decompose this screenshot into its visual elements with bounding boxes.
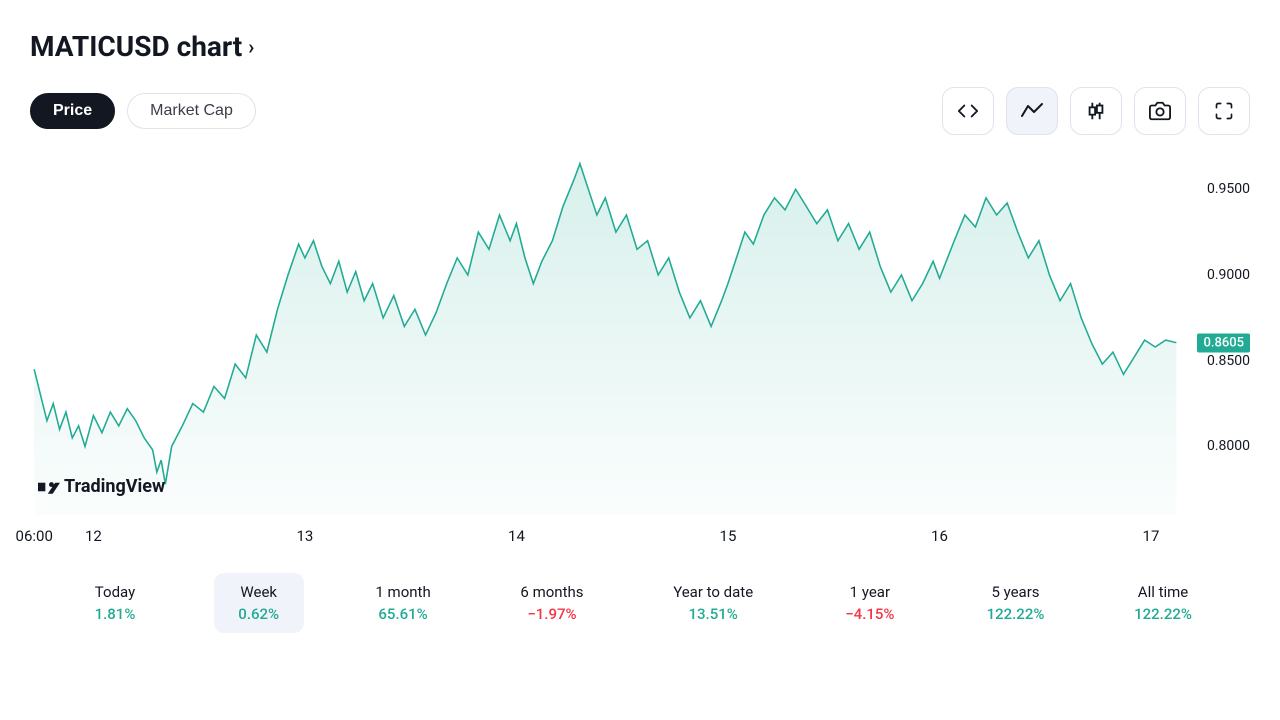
timeframe-1-year[interactable]: 1 year −4.15% bbox=[825, 573, 915, 633]
timeframe-label: 1 year bbox=[850, 583, 890, 601]
fullscreen-icon[interactable] bbox=[1198, 87, 1250, 135]
timeframe-change: −1.97% bbox=[527, 605, 576, 623]
timeframe-label: 5 years bbox=[991, 583, 1039, 601]
x-axis-label: 15 bbox=[720, 527, 737, 545]
tab-marketcap[interactable]: Market Cap bbox=[127, 93, 256, 129]
timeframe-today[interactable]: Today 1.81% bbox=[70, 573, 160, 633]
view-tabs: Price Market Cap bbox=[30, 93, 256, 129]
chevron-right-icon: › bbox=[248, 35, 254, 59]
timeframe-selector: Today 1.81% Week 0.62% 1 month 65.61% 6 months… bbox=[30, 573, 1250, 633]
camera-icon[interactable] bbox=[1134, 87, 1186, 135]
price-chart[interactable]: TradingView 0.9500 0.9000 0.8500 0.8000 0.86… bbox=[30, 145, 1250, 545]
chart-toolbar bbox=[942, 87, 1250, 135]
x-axis-label: 14 bbox=[508, 527, 525, 545]
timeframe-label: Today bbox=[95, 583, 135, 601]
y-axis-label: 0.8500 bbox=[1207, 353, 1250, 369]
timeframe-change: −4.15% bbox=[845, 605, 894, 623]
timeframe-change: 122.22% bbox=[1134, 605, 1192, 623]
timeframe-change: 0.62% bbox=[238, 605, 279, 623]
tab-price[interactable]: Price bbox=[30, 93, 115, 129]
chart-title[interactable]: MATICUSD chart › bbox=[30, 30, 254, 63]
timeframe-change: 122.22% bbox=[987, 605, 1045, 623]
chart-title-text: MATICUSD chart bbox=[30, 30, 242, 63]
tradingview-logo[interactable]: TradingView bbox=[38, 476, 165, 497]
y-axis-label: 0.9500 bbox=[1207, 181, 1250, 197]
timeframe-week[interactable]: Week 0.62% bbox=[214, 573, 304, 633]
x-axis-label: 16 bbox=[931, 527, 948, 545]
timeframe-change: 1.81% bbox=[95, 605, 136, 623]
candlestick-icon[interactable] bbox=[1070, 87, 1122, 135]
timeframe-1-month[interactable]: 1 month 65.61% bbox=[357, 573, 448, 633]
timeframe-change: 13.51% bbox=[689, 605, 738, 623]
timeframe-all-time[interactable]: All time 122.22% bbox=[1116, 573, 1210, 633]
code-icon[interactable] bbox=[942, 87, 994, 135]
timeframe-label: Week bbox=[240, 583, 277, 601]
x-axis-label: 12 bbox=[85, 527, 102, 545]
timeframe-year-to-date[interactable]: Year to date 13.51% bbox=[655, 573, 771, 633]
tradingview-logo-text: TradingView bbox=[64, 476, 165, 497]
timeframe-change: 65.61% bbox=[378, 605, 427, 623]
y-axis-label: 0.9000 bbox=[1207, 267, 1250, 283]
y-axis-label: 0.8000 bbox=[1207, 438, 1250, 454]
x-axis-label: 13 bbox=[297, 527, 314, 545]
timeframe-6-months[interactable]: 6 months −1.97% bbox=[502, 573, 601, 633]
timeframe-label: 6 months bbox=[520, 583, 583, 601]
area-chart-icon[interactable] bbox=[1006, 87, 1058, 135]
timeframe-label: Year to date bbox=[673, 583, 753, 601]
timeframe-label: 1 month bbox=[375, 583, 430, 601]
timeframe-5-years[interactable]: 5 years 122.22% bbox=[969, 573, 1063, 633]
timeframe-label: All time bbox=[1138, 583, 1188, 601]
current-price-tag: 0.8605 bbox=[1197, 333, 1250, 352]
x-axis-label: 06:00 bbox=[16, 527, 53, 545]
x-axis-label: 17 bbox=[1143, 527, 1160, 545]
